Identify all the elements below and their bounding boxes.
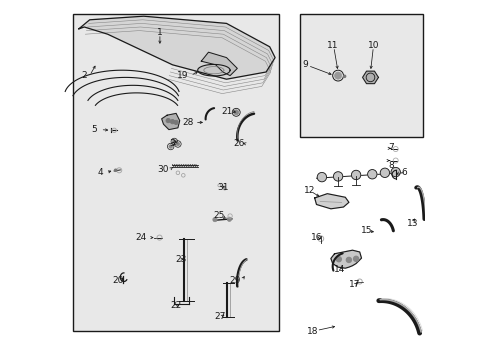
Circle shape [353,256,358,261]
Text: 2: 2 [81,71,87,80]
Text: 29: 29 [229,276,241,285]
Circle shape [351,170,360,180]
Text: 22: 22 [170,302,182,310]
Circle shape [317,172,326,182]
Circle shape [170,120,174,124]
Polygon shape [201,52,237,76]
Circle shape [334,72,341,79]
Circle shape [342,75,346,78]
FancyBboxPatch shape [300,14,422,137]
Circle shape [227,217,231,221]
Circle shape [114,168,117,172]
Circle shape [168,145,172,148]
Text: 9: 9 [302,60,307,69]
Text: 7: 7 [387,143,393,152]
Text: 11: 11 [326,40,338,49]
Polygon shape [362,71,378,84]
Circle shape [346,257,351,262]
Text: 6: 6 [400,168,406,177]
Circle shape [233,110,238,115]
Text: 30: 30 [157,165,168,174]
Polygon shape [314,194,348,209]
FancyBboxPatch shape [73,14,278,331]
Text: 27: 27 [214,312,225,321]
Text: 14: 14 [333,266,345,274]
Text: 25: 25 [213,211,224,220]
Text: 26: 26 [233,139,244,148]
Text: 20: 20 [112,276,123,285]
Text: 12: 12 [303,186,314,195]
Polygon shape [330,250,361,268]
Circle shape [380,168,389,177]
Circle shape [390,167,400,177]
Text: 16: 16 [310,233,322,242]
Text: 4: 4 [98,168,103,177]
Text: 23: 23 [176,255,187,264]
Circle shape [172,140,176,143]
Text: 13: 13 [406,219,418,228]
Circle shape [333,172,342,181]
Text: 21: 21 [221,107,232,116]
Text: 15: 15 [361,226,372,235]
Text: 5: 5 [91,125,97,134]
Text: 24: 24 [135,233,146,242]
Text: 10: 10 [367,40,379,49]
Circle shape [176,142,179,146]
Text: 8: 8 [387,161,393,170]
Text: 18: 18 [306,327,318,336]
Text: 19: 19 [177,71,188,80]
Circle shape [212,217,217,222]
Circle shape [174,120,178,125]
Text: 17: 17 [348,280,359,289]
Text: 3: 3 [169,139,175,148]
Text: 28: 28 [182,118,193,127]
Polygon shape [162,113,179,130]
Polygon shape [79,16,275,79]
Circle shape [336,257,341,262]
Text: 31: 31 [217,183,228,192]
Polygon shape [197,64,230,76]
Text: 1: 1 [157,28,163,37]
Circle shape [166,118,170,123]
Circle shape [367,170,376,179]
